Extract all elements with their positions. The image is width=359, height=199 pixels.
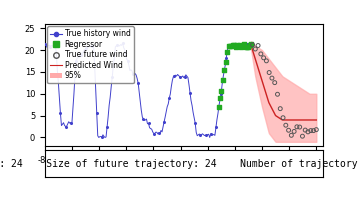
Point [289,134,294,137]
Point [264,59,269,62]
Point [241,43,247,46]
Point [237,44,243,47]
Point [297,125,303,129]
Point [291,130,297,133]
Point [275,93,280,96]
Point [294,125,300,128]
Point [258,52,264,56]
Point [269,76,275,80]
Point [252,47,258,51]
Point [299,135,305,138]
Point [302,129,308,132]
Point [240,44,246,47]
Point [246,46,251,49]
Point [311,129,316,132]
Point [219,90,224,93]
Point [222,69,227,72]
Point [243,45,248,48]
Point [216,106,222,109]
Point [223,61,229,64]
Point [233,45,238,48]
Point [228,44,234,48]
Point [280,116,286,119]
Point [286,129,292,132]
Point [308,129,314,132]
Point [230,44,236,47]
Point [305,130,311,134]
Point [244,46,250,49]
Point [226,44,232,47]
Point [217,97,223,100]
X-axis label: Time: Time [174,171,194,179]
Text: Regressor size: 24    Size of future trajectory: 24    Number of trajectory simu: Regressor size: 24 Size of future trajec… [0,159,359,169]
Point [313,128,319,131]
Point [227,44,233,47]
Point [255,44,261,47]
Point [250,43,255,46]
Point [278,107,283,110]
Point [236,44,241,47]
Point [266,71,272,74]
Point [272,81,278,84]
Point [238,45,244,48]
Point [234,43,240,46]
Point [247,44,253,47]
Point [220,79,226,82]
Point [283,124,289,127]
Point [231,43,237,46]
Point [248,42,254,45]
Legend: True history wind, Regressor, True future wind, Predicted Wind, 95%: True history wind, Regressor, True futur… [47,26,134,83]
Point [261,56,266,59]
Point [224,51,230,54]
